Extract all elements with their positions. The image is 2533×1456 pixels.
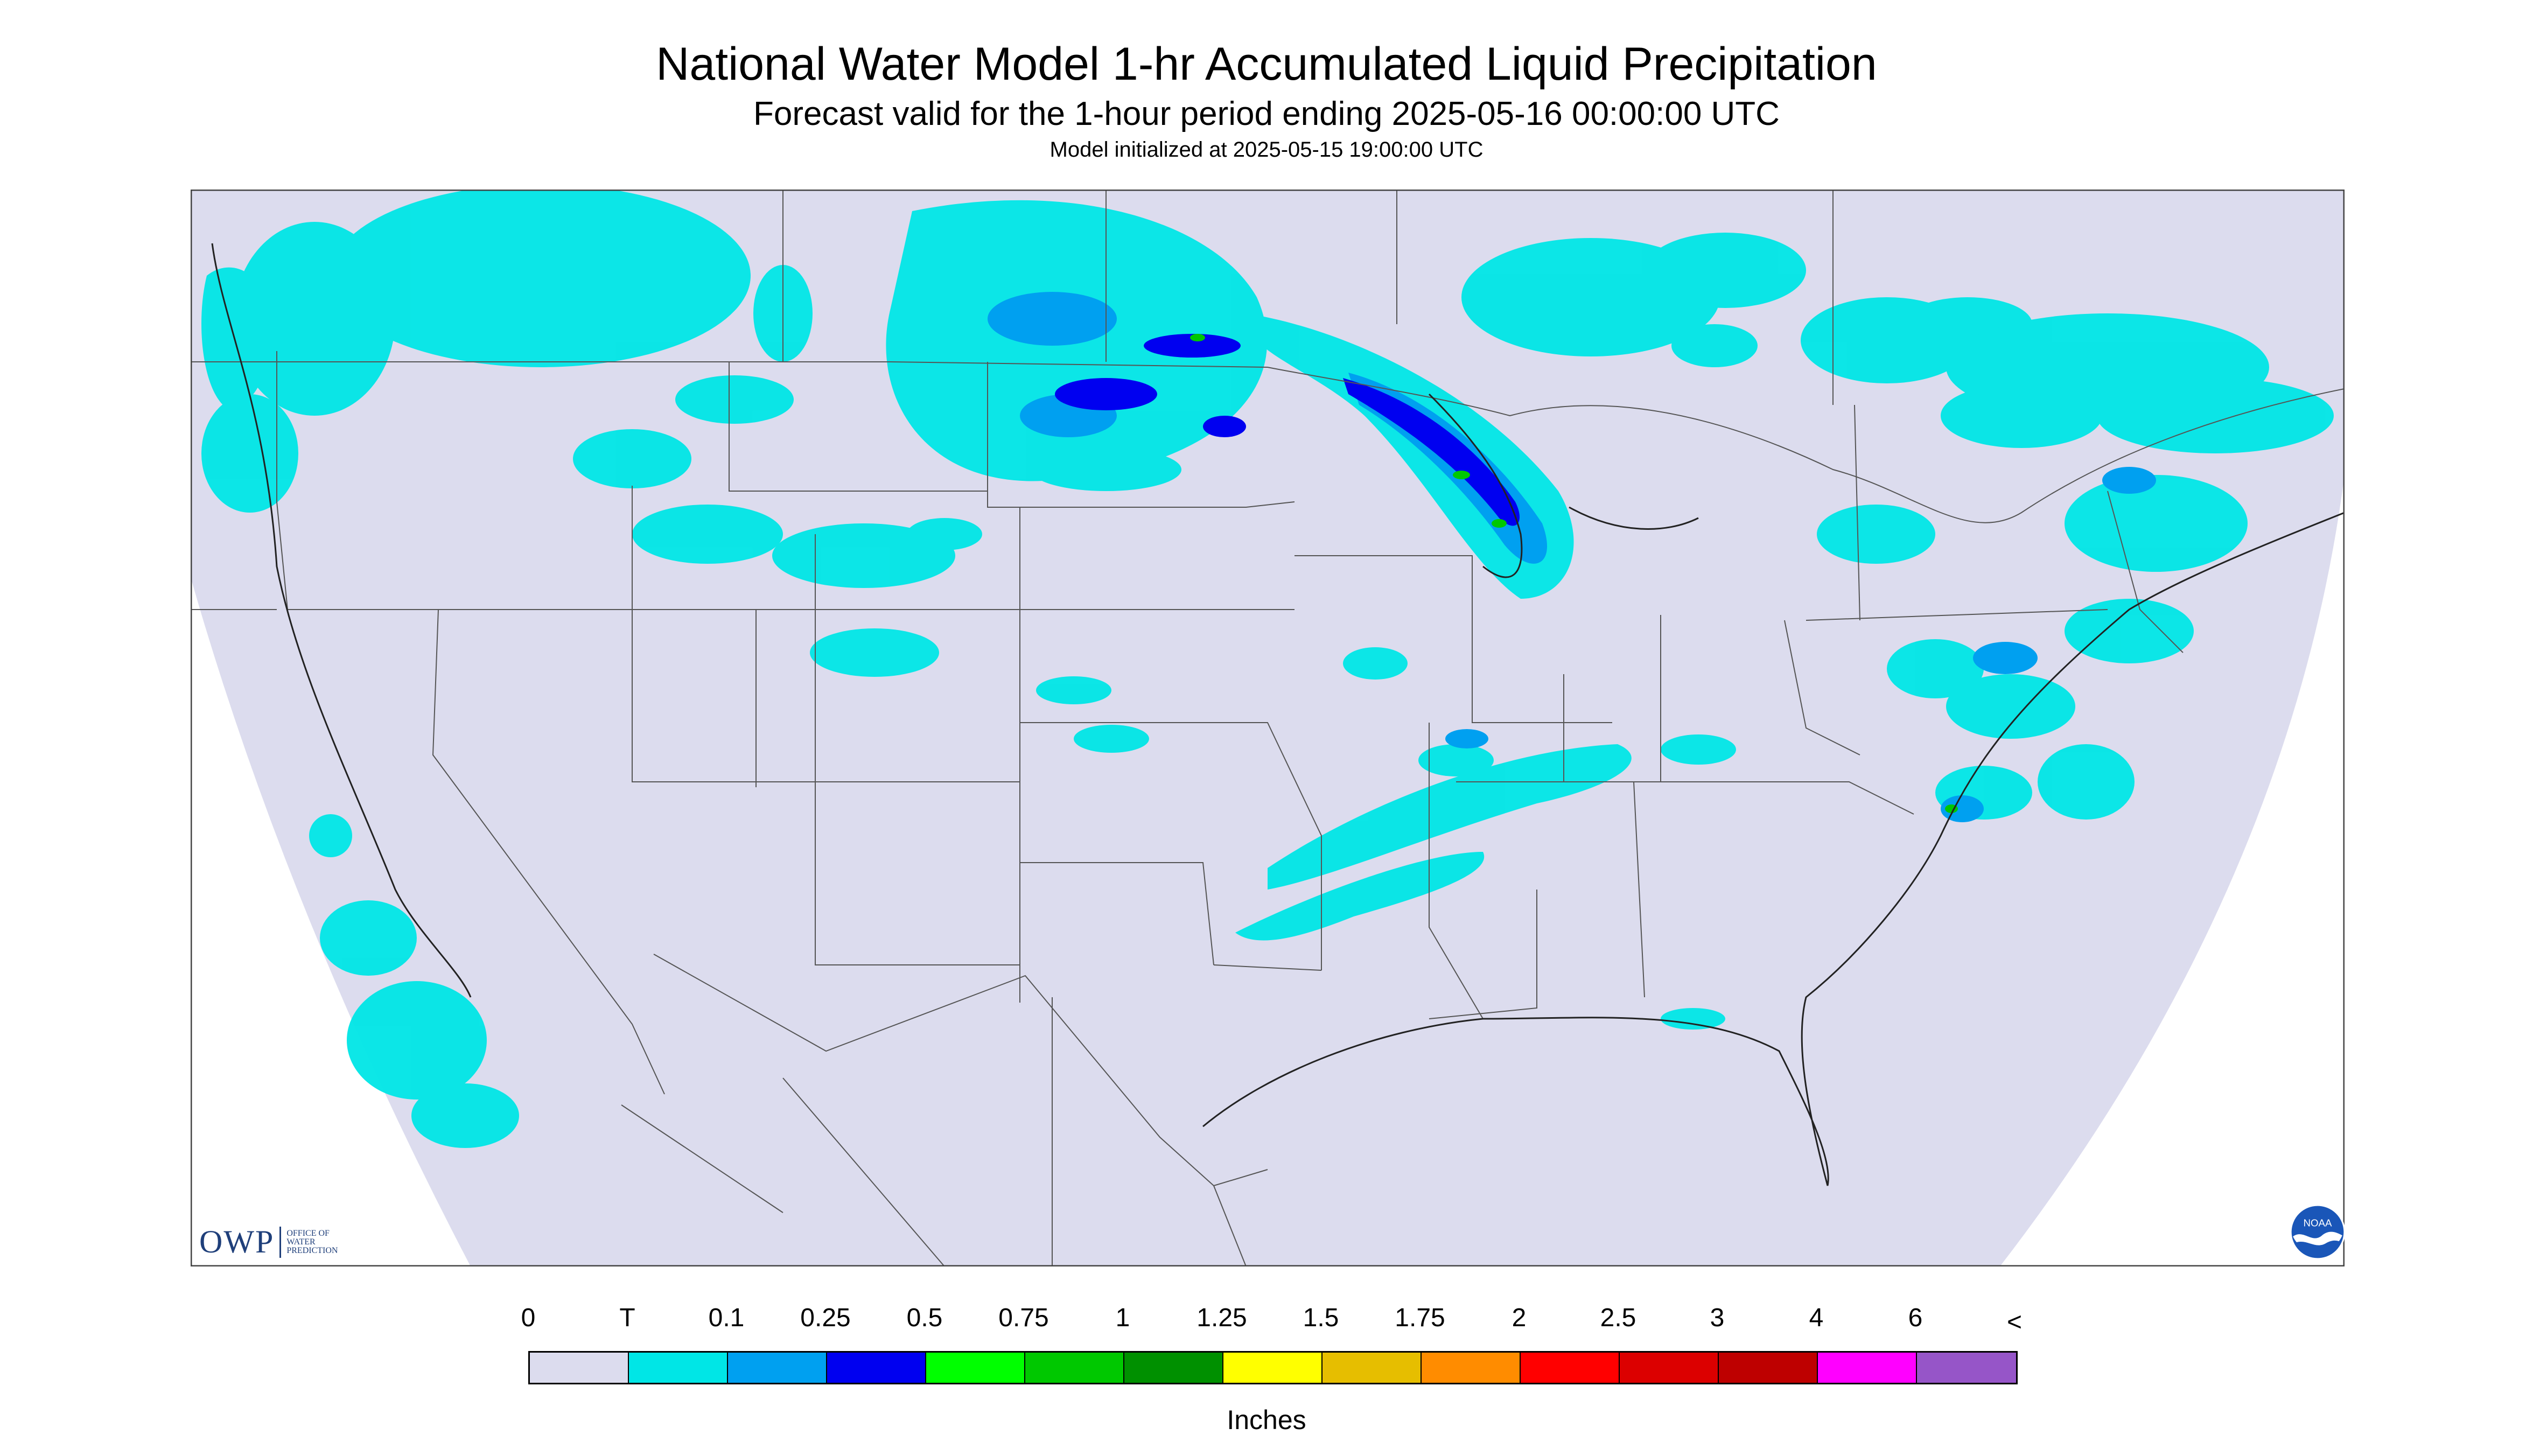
noaa-logo-text: NOAA bbox=[2303, 1217, 2332, 1229]
owp-logo-text: OFFICE OF WATER PREDICTION bbox=[286, 1229, 338, 1255]
legend-label: T bbox=[619, 1304, 635, 1332]
legend-label: 0.25 bbox=[800, 1304, 851, 1332]
legend-swatch bbox=[1025, 1353, 1124, 1383]
legend-swatch bbox=[629, 1353, 728, 1383]
legend-label: 6 bbox=[1908, 1304, 1923, 1332]
legend-swatch bbox=[1917, 1353, 2016, 1383]
precipitation-map bbox=[191, 190, 2345, 1266]
legend-swatch bbox=[926, 1353, 1025, 1383]
owp-logo-line: WATER bbox=[286, 1237, 316, 1247]
state-boundaries bbox=[191, 190, 2345, 1266]
noaa-logo: NOAA bbox=[2290, 1204, 2346, 1260]
legend-labels: 0 T 0.1 0.25 0.5 0.75 1 1.25 1.5 1.75 2 2.5 3 4 6 < bbox=[0, 1303, 2533, 1341]
map-border bbox=[191, 190, 2345, 1266]
page-title: National Water Model 1-hr Accumulated Li… bbox=[656, 38, 1877, 90]
legend-color-bar bbox=[528, 1351, 2018, 1384]
legend-units: Inches bbox=[1227, 1405, 1306, 1435]
legend-swatch bbox=[1620, 1353, 1719, 1383]
legend-swatch bbox=[1719, 1353, 1818, 1383]
owp-logo: OWP OFFICE OF WATER PREDICTION bbox=[199, 1223, 338, 1261]
owp-logo-divider bbox=[279, 1226, 282, 1258]
legend-swatch bbox=[1818, 1353, 1917, 1383]
legend-label: 0.1 bbox=[708, 1304, 745, 1332]
legend-swatch bbox=[1124, 1353, 1223, 1383]
legend-label: < bbox=[2006, 1308, 2023, 1336]
legend-swatch bbox=[1323, 1353, 1422, 1383]
legend-label: 4 bbox=[1809, 1304, 1824, 1332]
forecast-valid-subtitle: Forecast valid for the 1-hour period end… bbox=[753, 95, 1780, 132]
owp-logo-line: OFFICE OF bbox=[286, 1228, 330, 1238]
owp-logo-mark: OWP bbox=[199, 1224, 275, 1259]
legend-swatch bbox=[827, 1353, 926, 1383]
owp-logo-line: PREDICTION bbox=[286, 1245, 338, 1255]
legend-swatch bbox=[728, 1353, 827, 1383]
legend-label: 0.5 bbox=[906, 1304, 943, 1332]
model-init-note: Model initialized at 2025-05-15 19:00:00… bbox=[1049, 138, 1484, 162]
legend-label: 2.5 bbox=[1600, 1304, 1636, 1332]
legend-label: 1.25 bbox=[1196, 1304, 1247, 1332]
legend-label: 3 bbox=[1710, 1304, 1725, 1332]
legend-swatch bbox=[1521, 1353, 1620, 1383]
precip-moderate bbox=[1055, 334, 1520, 526]
legend-label: 0.75 bbox=[998, 1304, 1049, 1332]
legend-swatch bbox=[1223, 1353, 1323, 1383]
legend-label: 1.75 bbox=[1395, 1304, 1445, 1332]
coastlines bbox=[211, 243, 2345, 1186]
legend-swatch bbox=[1422, 1353, 1521, 1383]
legend-label: 2 bbox=[1512, 1304, 1527, 1332]
legend-label: 1.5 bbox=[1303, 1304, 1339, 1332]
legend-label: 1 bbox=[1115, 1304, 1130, 1332]
legend-label: 0 bbox=[521, 1304, 536, 1332]
legend-swatch bbox=[530, 1353, 629, 1383]
